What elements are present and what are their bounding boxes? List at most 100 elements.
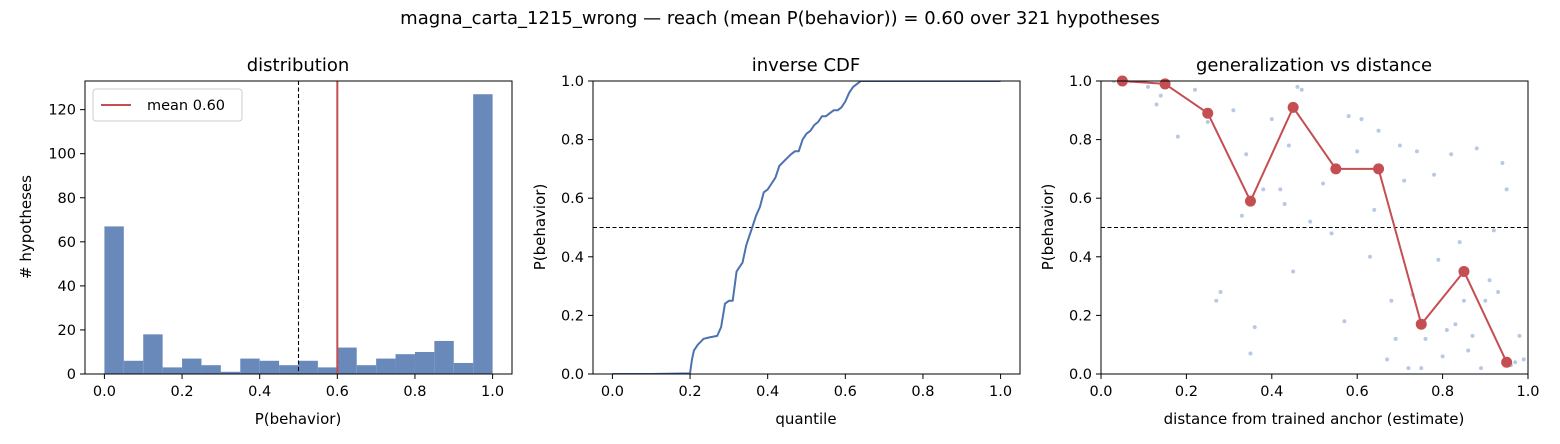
x-tick-label: 0.4 (756, 384, 779, 400)
histogram-bar (201, 365, 221, 374)
histogram-bar (453, 362, 474, 374)
scatter-point (1372, 207, 1377, 212)
binned-mean-line (1122, 80, 1508, 363)
x-axis-label-generalization: distance from trained anchor (estimate) (1164, 410, 1465, 428)
scatter-point (1457, 240, 1462, 245)
x-tick-label: 0.4 (1260, 384, 1283, 400)
histogram-bar (279, 365, 299, 374)
x-tick-label: 0.4 (248, 384, 271, 400)
binned-mean-marker (1287, 101, 1299, 113)
scatter-point (1513, 360, 1518, 365)
scatter-point (1389, 298, 1394, 303)
scatter-point (1397, 143, 1402, 148)
scatter-point (1342, 319, 1347, 324)
y-tick-label: 20 (58, 323, 76, 339)
y-tick-label: 0.6 (561, 191, 584, 207)
x-axis-label-distribution: P(behavior) (255, 410, 342, 428)
y-tick-label: 0.0 (1069, 367, 1092, 383)
histogram-bar (259, 360, 280, 374)
plot-frame (84, 80, 513, 375)
y-axis-label-inverse-cdf: P(behavior) (531, 184, 549, 271)
legend-label: mean 0.60 (147, 98, 225, 114)
binned-mean-marker (1202, 107, 1214, 119)
scatter-point (1385, 357, 1390, 362)
scatter-point (1359, 117, 1364, 122)
scatter-point (1461, 298, 1466, 303)
generalization-panel: generalization vs distance distance from… (1039, 55, 1540, 428)
y-tick-label: 120 (48, 103, 76, 119)
x-tick-label: 0.0 (1089, 384, 1112, 400)
scatter-point (1444, 328, 1449, 333)
scatter-point (1487, 278, 1492, 283)
x-tick-label: 0.8 (403, 384, 426, 400)
x-tick-label: 0.6 (1346, 384, 1369, 400)
scatter-point (1291, 269, 1296, 274)
scatter-point (1376, 128, 1381, 133)
x-tick-label: 0.6 (326, 384, 349, 400)
scatter-point (1244, 152, 1249, 157)
scatter-point (1158, 93, 1163, 98)
x-axis-label-inverse-cdf: quantile (775, 410, 836, 428)
histogram-bar (337, 347, 357, 374)
scatter-point (1239, 213, 1244, 218)
x-tick-label: 0.2 (1175, 384, 1198, 400)
scatter-point (1282, 202, 1287, 207)
scatter-point (1299, 87, 1304, 92)
histogram-bar (414, 351, 435, 374)
scatter-point (1419, 366, 1424, 371)
legend-box (92, 88, 243, 122)
scatter-point (1393, 336, 1398, 341)
panel-title-distribution: distribution (247, 55, 350, 76)
scatter-point (1517, 333, 1522, 338)
y-axis-label-generalization: P(behavior) (1039, 184, 1057, 271)
y-tick-label: 0.4 (561, 250, 584, 266)
histogram-bar (434, 340, 454, 374)
inverse-cdf-line (612, 81, 1001, 374)
histogram-bar (240, 358, 260, 374)
scatter-point (1414, 149, 1419, 154)
binned-mean-marker (1244, 195, 1256, 207)
scatter-point (1466, 348, 1471, 353)
histogram-bar (220, 371, 241, 374)
scatter-point (1154, 102, 1159, 107)
scatter-point (1346, 114, 1351, 119)
y-tick-label: 40 (58, 279, 76, 295)
histogram-bar (182, 358, 202, 374)
scatter-point (1440, 354, 1445, 359)
scatter-point (1491, 228, 1496, 233)
binned-mean-marker (1373, 163, 1385, 175)
x-tick-label: 0.2 (171, 384, 194, 400)
panel-title-generalization: generalization vs distance (1196, 55, 1432, 76)
y-tick-label: 100 (48, 147, 76, 163)
histogram-bar (104, 226, 124, 374)
binned-mean-marker (1330, 163, 1342, 175)
y-tick-label: 60 (58, 235, 76, 251)
y-tick-label: 1.0 (561, 74, 584, 90)
scatter-point (1192, 87, 1197, 92)
scatter-point (1470, 333, 1475, 338)
scatter-point (1261, 187, 1266, 192)
y-tick-label: 0 (67, 367, 76, 383)
histogram-bar (395, 354, 415, 374)
scatter-point (1218, 289, 1223, 294)
x-tick-label: 1.0 (481, 384, 504, 400)
y-tick-label: 0.0 (561, 367, 584, 383)
scatter-point (1269, 117, 1274, 122)
scatter-point (1248, 351, 1253, 356)
histogram-bar (143, 334, 163, 374)
x-tick-label: 0.8 (911, 384, 934, 400)
scatter-point (1453, 322, 1458, 327)
plot-frame (1100, 80, 1529, 375)
y-tick-label: 80 (58, 191, 76, 207)
y-tick-label: 0.8 (1069, 133, 1092, 149)
scatter-point (1474, 146, 1479, 151)
distribution-panel: distribution P(behavior) # hypotheses 0.… (17, 55, 513, 428)
x-tick-label: 1.0 (1516, 384, 1539, 400)
x-tick-label: 0.0 (601, 384, 624, 400)
binned-mean-marker (1159, 78, 1171, 90)
scatter-point (1406, 366, 1411, 371)
y-tick-label: 0.2 (1069, 308, 1092, 324)
scatter-point (1175, 134, 1180, 139)
binned-mean-marker (1415, 318, 1427, 330)
scatter-point (1496, 289, 1501, 294)
